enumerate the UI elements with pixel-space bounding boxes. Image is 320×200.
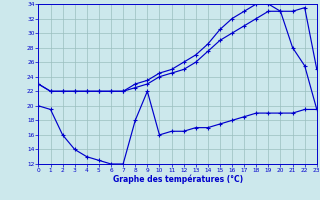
- X-axis label: Graphe des températures (°C): Graphe des températures (°C): [113, 174, 243, 184]
